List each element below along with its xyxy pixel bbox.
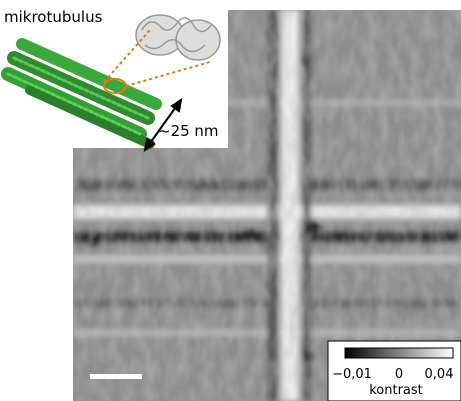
colorbar-tick-label: 0,04 xyxy=(425,367,454,382)
colorbar: −0,01 0 0,04 kontrast xyxy=(328,341,461,401)
inset-title: mikrotubulus xyxy=(4,8,103,26)
scale-bar xyxy=(90,374,142,379)
page: {"inset": {"title": "mikrotubulus", "sca… xyxy=(0,0,461,401)
colorbar-label: kontrast xyxy=(369,383,423,398)
figure: mikrotubulus ~25 nm −0,01 0 xyxy=(0,0,461,401)
inset: mikrotubulus ~25 nm xyxy=(0,0,228,150)
scale-label: ~25 nm xyxy=(158,122,219,140)
colorbar-tick-label: −0,01 xyxy=(332,367,372,382)
colorbar-tick-label: 0 xyxy=(395,367,403,382)
